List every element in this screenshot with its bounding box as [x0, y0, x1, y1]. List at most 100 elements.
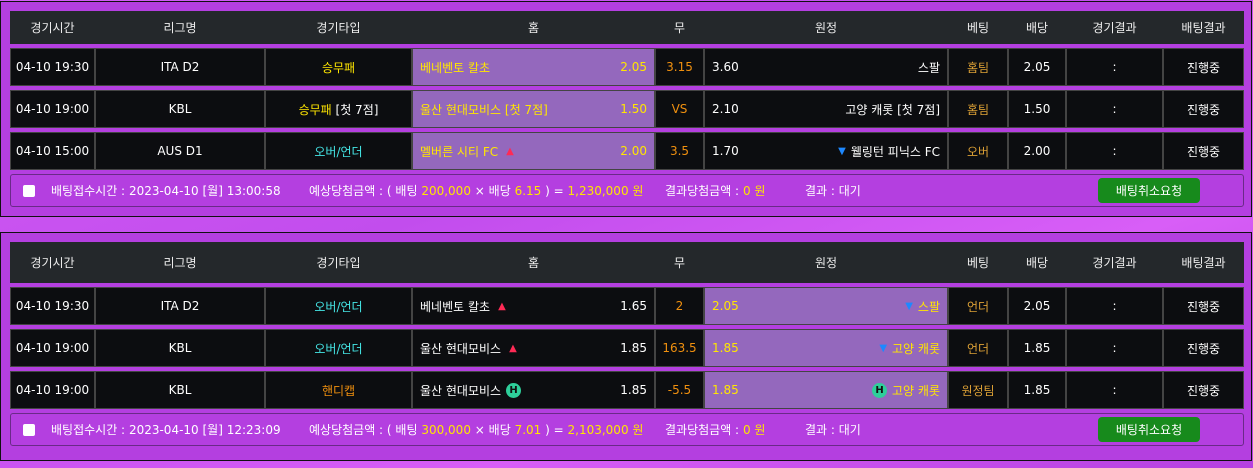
away-pick[interactable]: 2.05 ▼ 스팔 — [705, 288, 947, 324]
away-team: ▼ 스팔 — [905, 298, 940, 315]
away-odds: 1.85 — [712, 383, 739, 397]
home-odds: 1.85 — [620, 383, 647, 397]
stake-amount: 200,000 — [421, 184, 471, 198]
away-cell[interactable]: 1.70 ▼ 웰링턴 피닉스 FC — [704, 132, 948, 170]
home-cell[interactable]: 베네벤토 칼초 ▲ 1.65 — [412, 287, 655, 325]
header-bet: 베팅 — [948, 11, 1008, 44]
away-cell[interactable]: 1.85 ▼ 고양 캐롯 — [704, 329, 948, 367]
match-type: 오버/언더 — [265, 287, 412, 325]
expected-label: 예상당첨금액 : ( 배팅 — [309, 423, 418, 437]
league-name: AUS D1 — [95, 132, 265, 170]
match-type: 승무패 [첫 7점] — [265, 90, 412, 128]
league-name: ITA D2 — [95, 48, 265, 86]
result-amount-value: 0 원 — [742, 423, 766, 437]
away-pick[interactable]: 1.85 ▼ 고양 캐롯 — [705, 330, 947, 366]
home-odds: 2.05 — [620, 60, 647, 74]
bet-time-label: 배팅접수시간 : — [51, 423, 126, 437]
away-pick[interactable]: 2.10 고양 캐롯 [첫 7점] — [705, 91, 947, 127]
table-row[interactable]: 04-10 19:30 ITA D2 오버/언더 베네벤토 칼초 ▲ 1.65 2 2.05 ▼… — [10, 287, 1244, 325]
match-type-label: 승무패 — [321, 60, 356, 75]
league-name: ITA D2 — [95, 287, 265, 325]
away-cell[interactable]: 2.10 고양 캐롯 [첫 7점] — [704, 90, 948, 128]
header-result: 경기결과 — [1066, 242, 1163, 283]
draw-value[interactable]: 3.5 — [655, 132, 704, 170]
cancel-bet-button[interactable]: 배팅취소요청 — [1098, 417, 1200, 442]
home-pick[interactable]: 베네벤토 칼초 2.05 — [413, 49, 654, 85]
away-team-name: 고양 캐롯 — [892, 383, 940, 398]
bet-odds: 1.85 — [1008, 329, 1066, 367]
result-amount: 결과당첨금액 : 0 원 — [665, 182, 805, 199]
total-odds: 7.01 — [514, 423, 542, 437]
bet-status: 진행중 — [1163, 132, 1244, 170]
match-result: : — [1066, 48, 1163, 86]
select-checkbox[interactable] — [23, 423, 35, 436]
home-team: 울산 현대모비스 [첫 7점] — [420, 101, 548, 118]
draw-value[interactable]: 2 — [655, 287, 704, 325]
away-team: 스팔 — [918, 59, 940, 76]
home-pick[interactable]: 멜버른 시티 FC ▲ 2.00 — [413, 133, 654, 169]
away-pick[interactable]: 1.70 ▼ 웰링턴 피닉스 FC — [705, 133, 947, 169]
home-cell[interactable]: 베네벤토 칼초 2.05 — [412, 48, 655, 86]
table-row[interactable]: 04-10 19:00 KBL 오버/언더 울산 현대모비스 ▲ 1.85 163.5 1.8… — [10, 329, 1244, 367]
bet-slip-1: 경기시간 리그명 경기타입 홈 무 원정 베팅 배당 경기결과 배팅결과 04-10 19:30 IT… — [0, 1, 1252, 217]
result-amount: 결과당첨금액 : 0 원 — [665, 421, 805, 438]
away-pick[interactable]: 1.85 H 고양 캐롯 — [705, 372, 947, 408]
cancel-bet-button[interactable]: 배팅취소요청 — [1098, 178, 1200, 203]
home-pick[interactable]: 울산 현대모비스 [첫 7점] 1.50 — [413, 91, 654, 127]
home-team-name: 베네벤토 칼초 — [420, 299, 491, 314]
select-checkbox[interactable] — [23, 184, 35, 197]
away-cell[interactable]: 1.85 H 고양 캐롯 — [704, 371, 948, 409]
match-result: : — [1066, 329, 1163, 367]
header-result: 경기결과 — [1066, 11, 1163, 44]
home-arrow-up-icon: ▲ — [506, 145, 514, 157]
expected-payout: 예상당첨금액 : ( 배팅 300,000 × 배당 7.01 ) = 2,10… — [309, 421, 665, 438]
header-status: 배팅결과 — [1163, 11, 1244, 44]
draw-value[interactable]: -5.5 — [655, 371, 704, 409]
home-pick[interactable]: 울산 현대모비스 ▲ 1.85 — [413, 330, 654, 366]
away-pick[interactable]: 3.60 스팔 — [705, 49, 947, 85]
expected-label: 예상당첨금액 : ( 배팅 — [309, 184, 418, 198]
header-away: 원정 — [704, 11, 948, 44]
home-team-name: 울산 현대모비스 — [420, 341, 502, 356]
home-team: 멜버른 시티 FC ▲ — [420, 143, 514, 160]
home-cell[interactable]: 울산 현대모비스 H 1.85 — [412, 371, 655, 409]
away-cell[interactable]: 2.05 ▼ 스팔 — [704, 287, 948, 325]
home-cell[interactable]: 울산 현대모비스 [첫 7점] 1.50 — [412, 90, 655, 128]
home-pick[interactable]: 울산 현대모비스 H 1.85 — [413, 372, 654, 408]
header-draw: 무 — [655, 11, 704, 44]
match-result: : — [1066, 132, 1163, 170]
home-arrow-up-icon: ▲ — [498, 300, 506, 312]
bet-status: 진행중 — [1163, 48, 1244, 86]
match-time: 04-10 19:00 — [10, 329, 95, 367]
home-cell[interactable]: 멜버른 시티 FC ▲ 2.00 — [412, 132, 655, 170]
match-time: 04-10 19:00 — [10, 371, 95, 409]
table-row[interactable]: 04-10 15:00 AUS D1 오버/언더 멜버른 시티 FC ▲ 2.00 3.5 1… — [10, 132, 1244, 170]
stake-amount: 300,000 — [421, 423, 471, 437]
bet-choice: 언더 — [948, 329, 1008, 367]
home-pick[interactable]: 베네벤토 칼초 ▲ 1.65 — [413, 288, 654, 324]
home-team: 울산 현대모비스 ▲ — [420, 340, 517, 357]
bet-odds: 1.50 — [1008, 90, 1066, 128]
away-cell[interactable]: 3.60 스팔 — [704, 48, 948, 86]
away-odds: 1.70 — [712, 144, 739, 158]
bet-status: 진행중 — [1163, 90, 1244, 128]
result-status: 결과 : 대기 — [805, 184, 861, 198]
match-type-label: 오버/언더 — [314, 341, 363, 356]
away-team: ▼ 고양 캐롯 — [879, 340, 940, 357]
table-row[interactable]: 04-10 19:00 KBL 핸디캡 울산 현대모비스 H 1.85 -5.5 1.85 H 고… — [10, 371, 1244, 409]
table-row[interactable]: 04-10 19:00 KBL 승무패 [첫 7점] 울산 현대모비스 [첫 7점] 1… — [10, 90, 1244, 128]
away-handicap-icon: H — [872, 382, 888, 398]
draw-value[interactable]: VS — [655, 90, 704, 128]
table-row[interactable]: 04-10 19:30 ITA D2 승무패 베네벤토 칼초 2.05 3.15 3.60 스… — [10, 48, 1244, 86]
bet-status: 진행중 — [1163, 371, 1244, 409]
draw-value[interactable]: 3.15 — [655, 48, 704, 86]
header-time: 경기시간 — [10, 242, 95, 283]
bet-time-value: 2023-04-10 [월] 12:23:09 — [128, 423, 281, 437]
home-cell[interactable]: 울산 현대모비스 ▲ 1.85 — [412, 329, 655, 367]
away-arrow-down-icon: ▼ — [879, 342, 888, 354]
home-team: 울산 현대모비스 H — [420, 382, 526, 399]
draw-value[interactable]: 163.5 — [655, 329, 704, 367]
bet-choice: 언더 — [948, 287, 1008, 325]
home-odds: 1.50 — [620, 102, 647, 116]
bet-odds: 1.85 — [1008, 371, 1066, 409]
